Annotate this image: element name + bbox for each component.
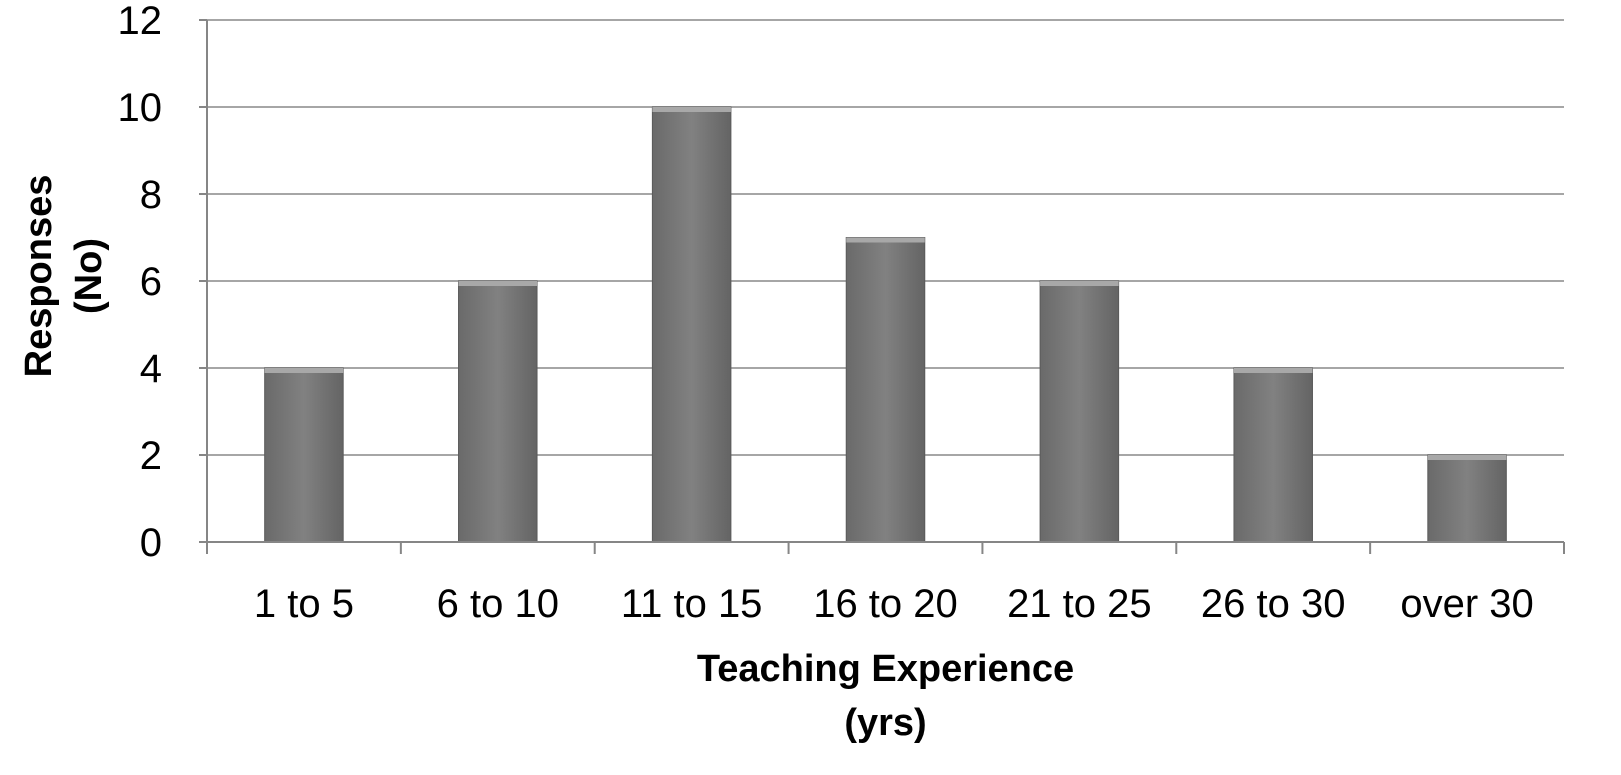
x-tick-label: 1 to 5	[254, 582, 354, 626]
x-tick-label: over 30	[1400, 582, 1533, 626]
x-axis-title-line: (yrs)	[844, 702, 926, 744]
x-tick-label: 26 to 30	[1201, 582, 1346, 626]
y-tick-label: 4	[140, 347, 162, 391]
bar-top-bevel	[1233, 368, 1313, 373]
bar-top-bevel	[458, 281, 538, 286]
bar-21-to-25	[1039, 280, 1120, 543]
y-tick-label: 12	[118, 0, 163, 43]
bar-top-bevel	[1040, 281, 1119, 286]
x-tick-label: 16 to 20	[813, 582, 958, 626]
bars	[264, 106, 1507, 543]
y-axis-title-line: Responses	[18, 175, 60, 378]
bar-11-to-15	[651, 106, 732, 543]
bar-26-to-30	[1233, 367, 1313, 543]
y-tick-label: 10	[118, 86, 163, 130]
y-axis-title: Responses (No)	[18, 175, 110, 378]
bar-top-bevel	[264, 368, 344, 373]
bar-top-bevel	[1427, 455, 1507, 460]
x-tick-labels: 1 to 5 6 to 10 11 to 15 16 to 20 21 to 25 26 …	[254, 582, 1534, 626]
axes	[199, 19, 1565, 554]
bar-16-to-20	[845, 237, 926, 543]
x-axis-title-line: Teaching Experience	[697, 648, 1074, 690]
y-tick-labels: 0 2 4 6 8 10 12	[118, 0, 163, 565]
x-tick-label: 21 to 25	[1007, 582, 1152, 626]
bar-top-bevel	[652, 107, 731, 112]
x-tick-label: 6 to 10	[437, 582, 559, 626]
y-tick-label: 2	[140, 434, 162, 478]
y-tick-label: 8	[140, 173, 162, 217]
bar-top-bevel	[846, 237, 925, 243]
x-tick-label: 11 to 15	[621, 582, 763, 626]
y-axis-title-line: (No)	[68, 238, 110, 314]
y-tick-label: 0	[140, 521, 162, 565]
y-tick-label: 6	[140, 260, 162, 304]
bar-6-to-10	[458, 280, 538, 543]
x-axis-title: Teaching Experience (yrs)	[697, 648, 1074, 744]
bar-over-30	[1427, 454, 1507, 543]
bar-1-to-5	[264, 367, 344, 543]
